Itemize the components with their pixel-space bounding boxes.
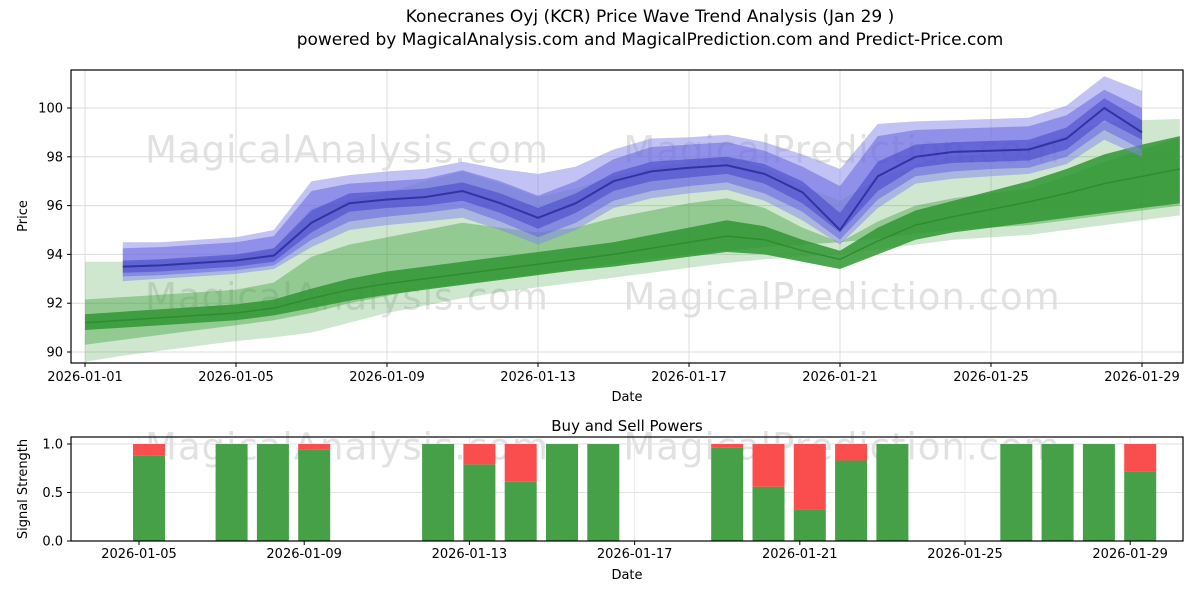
buy-power-bar: [504, 481, 537, 541]
buy-power-bar: [1082, 444, 1115, 541]
sell-power-bar: [133, 444, 165, 456]
buy-power-bar: [463, 464, 496, 541]
price-x-tick-label: 2026-01-25: [953, 370, 1029, 385]
buy-power-bar: [256, 444, 289, 541]
sell-power-bar: [504, 444, 537, 482]
buy-power-bar: [835, 460, 868, 541]
chart-title: Konecranes Oyj (KCR) Price Wave Trend An…: [405, 7, 895, 27]
sell-power-bar: [1124, 444, 1157, 472]
sell-power-bar: [711, 444, 744, 448]
blue-trend-line: [122, 106, 1143, 268]
price-x-tick-label: 2026-01-09: [349, 370, 425, 385]
buy-power-bar: [546, 444, 578, 541]
buy-power-bar: [422, 444, 455, 541]
signal-strength-axis-label: Signal Strength: [16, 438, 31, 540]
date-axis-label-bottom: Date: [611, 568, 643, 583]
price-x-tick-label: 2026-01-17: [651, 370, 727, 385]
buy-power-bar: [298, 449, 331, 541]
signal-x-tick-label: 2026-01-21: [762, 547, 838, 562]
price-x-tick-label: 2026-01-21: [802, 370, 878, 385]
buy-sell-powers-title: Buy and Sell Powers: [551, 417, 703, 435]
price-y-tick-label: 92: [46, 297, 63, 312]
price-x-tick-label: 2026-01-05: [198, 370, 274, 385]
price-plot-border: [70, 69, 1184, 364]
buy-power-bar: [752, 486, 785, 541]
buy-power-bar: [1041, 444, 1074, 541]
price-y-tick-label: 96: [46, 199, 63, 214]
buy-power-bar: [793, 509, 826, 541]
signal-x-tick-label: 2026-01-09: [266, 547, 342, 562]
buy-power-bar: [711, 447, 744, 541]
price-x-tick-label: 2026-01-01: [47, 370, 123, 385]
signal-x-tick-label: 2026-01-25: [927, 547, 1003, 562]
date-axis-label-top: Date: [611, 390, 643, 405]
price-x-tick-label: 2026-01-13: [500, 370, 576, 385]
price-y-tick-label: 100: [38, 102, 63, 117]
sell-power-bar: [298, 444, 331, 450]
price-y-tick-label: 94: [46, 248, 63, 263]
signal-x-tick-label: 2026-01-05: [101, 547, 177, 562]
price-x-tick-label: 2026-01-29: [1104, 370, 1180, 385]
signal-y-tick-label: 0.5: [42, 486, 63, 501]
green-bright-band: [85, 136, 1180, 330]
sell-power-bar: [793, 444, 826, 510]
signal-x-tick-label: 2026-01-29: [1092, 547, 1168, 562]
price-y-tick-label: 90: [46, 346, 63, 361]
sell-power-bar: [835, 444, 868, 461]
sell-power-bar: [752, 444, 785, 487]
buy-power-bar: [587, 444, 620, 541]
signal-x-tick-label: 2026-01-13: [432, 547, 508, 562]
watermark-analysis: MagicalAnalysis.com: [145, 128, 549, 172]
buy-power-bar: [1124, 471, 1157, 541]
buy-power-bar: [1000, 444, 1033, 541]
signal-y-tick-label: 1.0: [42, 438, 63, 453]
buy-power-bar: [215, 444, 248, 541]
signal-plot-border: [70, 436, 1184, 542]
signal-x-tick-label: 2026-01-17: [597, 547, 673, 562]
price-axis-label: Price: [16, 200, 31, 232]
price-y-tick-label: 98: [46, 150, 63, 165]
buy-power-bar: [133, 455, 165, 541]
watermark-prediction: MagicalPrediction.com: [623, 275, 1061, 319]
green-trend-line: [84, 168, 1180, 324]
chart-subtitle-powered-by: powered by MagicalAnalysis.com and Magic…: [296, 30, 1004, 50]
buy-power-bar: [876, 444, 909, 541]
signal-y-tick-label: 0.0: [42, 535, 63, 550]
sell-power-bar: [463, 444, 496, 465]
blue-dark-band: [122, 98, 1143, 273]
